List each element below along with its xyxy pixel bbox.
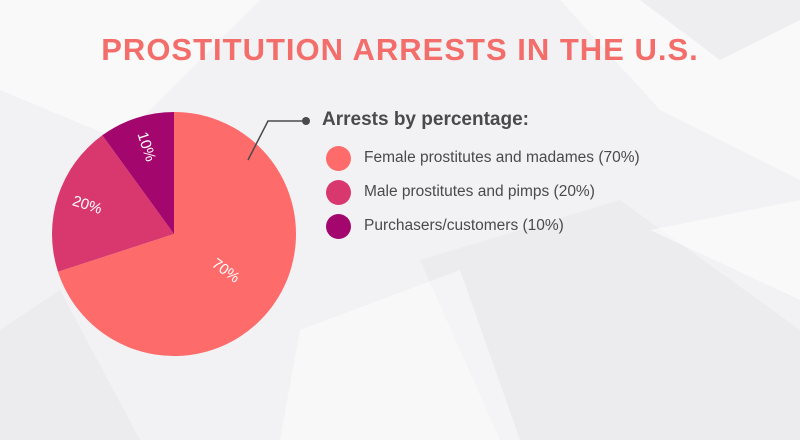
legend-swatch bbox=[326, 213, 351, 239]
legend-title: Arrests by percentage: bbox=[322, 109, 529, 130]
legend-item-male-prostitutes: Male prostitutes and pimps (20%) bbox=[326, 179, 595, 205]
legend-callout bbox=[247, 117, 310, 161]
slice-purchasers bbox=[102, 112, 174, 234]
legend-swatch bbox=[326, 179, 351, 205]
legend-label: Male prostitutes and pimps (20%) bbox=[364, 183, 595, 200]
legend-label: Female prostitutes and madames (70%) bbox=[364, 149, 640, 166]
legend-item-purchasers: Purchasers/customers (10%) bbox=[326, 213, 564, 239]
legend-item-female-prostitutes: Female prostitutes and madames (70%) bbox=[326, 145, 640, 171]
slice-male-prostitutes bbox=[51, 135, 174, 272]
chart-title: PROSTITUTION ARRESTS IN THE U.S. bbox=[101, 32, 699, 67]
slice-female-prostitutes bbox=[57, 112, 297, 356]
legend-swatch bbox=[326, 145, 351, 171]
legend-label: Purchasers/customers (10%) bbox=[364, 217, 564, 234]
